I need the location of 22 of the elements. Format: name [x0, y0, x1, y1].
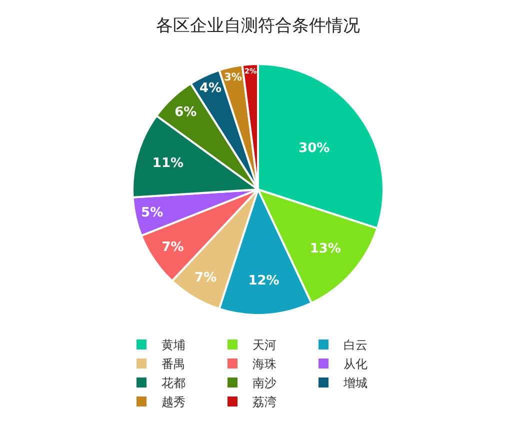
data-label: 7% [162, 240, 184, 255]
legend-label: 黄埔 [162, 338, 186, 352]
legend-label: 花都 [162, 376, 186, 390]
data-label: 12% [248, 274, 280, 289]
legend-label: 越秀 [162, 395, 186, 410]
data-label: 4% [199, 81, 222, 96]
data-label: 13% [310, 241, 341, 256]
data-label: 7% [194, 270, 217, 286]
data-label: 6% [174, 104, 197, 120]
legend-label: 南沙 [252, 376, 276, 390]
data-label: 30% [298, 141, 330, 156]
legend-label: 白云 [344, 338, 368, 352]
legend-label: 增城 [342, 376, 368, 390]
legend-label: 天河 [252, 338, 276, 352]
data-label: 11% [152, 156, 184, 171]
legend-label: 海珠 [252, 357, 276, 372]
chart-title: 各区企业自测符合条件情况 [156, 16, 360, 36]
data-label: 5% [141, 206, 164, 221]
legend-label: 荔湾 [252, 395, 276, 410]
legend-label: 番禺 [162, 357, 186, 372]
data-label: 3% [224, 71, 242, 84]
legend-label: 从化 [344, 357, 368, 372]
